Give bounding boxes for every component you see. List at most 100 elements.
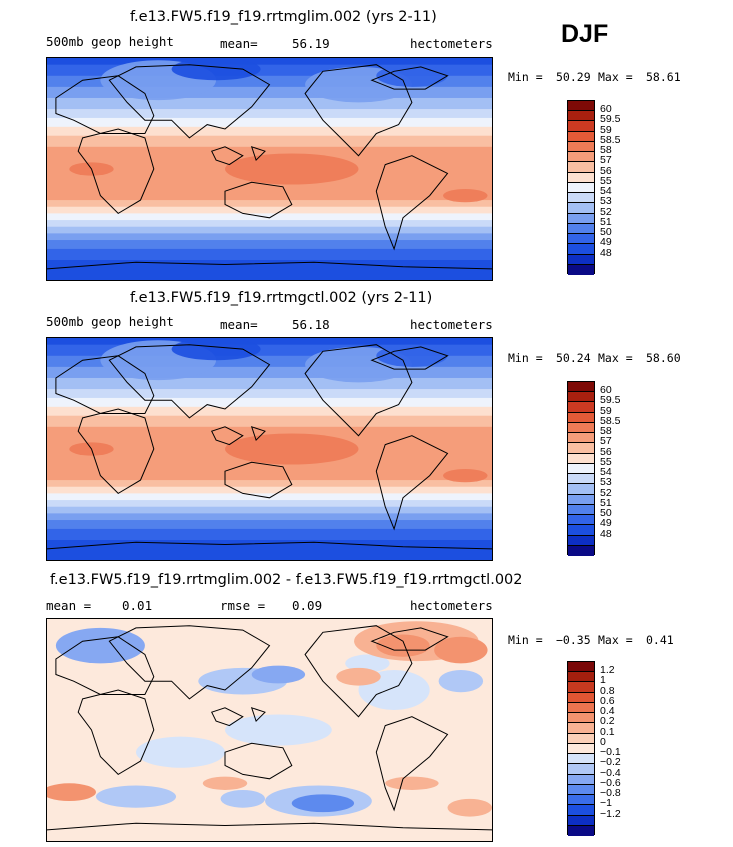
- colorbar-tick-label: −0.1: [600, 746, 621, 759]
- colorbar-tick-label: −1: [600, 797, 612, 810]
- panel3-max-label: Max =: [598, 633, 633, 647]
- colorbar-swatch: [568, 131, 594, 142]
- colorbar-swatch: [568, 182, 594, 194]
- colorbar-swatch: [568, 504, 594, 516]
- colorbar-swatch: [568, 402, 594, 413]
- panel1-title: f.e13.FW5.f19_f19.rrtmglim.002 (yrs 2-11…: [130, 9, 437, 25]
- colorbar-tick-label: 54: [600, 466, 612, 479]
- panel2-variable-label: 500mb geop height: [46, 314, 174, 329]
- colorbar-swatch: [568, 795, 594, 806]
- colorbar-tick-label: −0.6: [600, 776, 621, 789]
- colorbar-swatch: [568, 733, 594, 744]
- panel2-min-label: Min =: [508, 351, 543, 365]
- panel2-mean-value: 56.18: [292, 317, 330, 332]
- colorbar-tick-label: −1.2: [600, 807, 621, 820]
- panel2-map-svg: [47, 338, 492, 560]
- colorbar-tick-label: 58.5: [600, 414, 621, 427]
- colorbar-swatch: [568, 453, 594, 464]
- colorbar-swatch: [568, 433, 594, 444]
- colorbar-tick-label: 0.8: [600, 684, 615, 697]
- colorbar-swatch: [568, 692, 594, 703]
- panel2-title: f.e13.FW5.f19_f19.rrtmgctl.002 (yrs 2-11…: [130, 290, 433, 306]
- colorbar-swatch: [568, 172, 594, 183]
- colorbar-swatch: [568, 713, 594, 724]
- colorbar-tick-label: 0.6: [600, 694, 615, 707]
- panel2-units: hectometers: [410, 317, 493, 332]
- colorbar-swatch: [568, 422, 594, 434]
- panel3-rmse-value: 0.09: [292, 598, 323, 613]
- colorbar-tick-label: 59: [600, 123, 612, 136]
- colorbar-swatch: [568, 223, 594, 235]
- panel2-max-label: Max =: [598, 351, 633, 365]
- colorbar-tick-label: 55: [600, 455, 612, 468]
- colorbar-tick-label: 58.5: [600, 133, 621, 146]
- panel1-map-svg: [47, 58, 492, 280]
- colorbar-tick-label: 0.4: [600, 705, 615, 718]
- colorbar-tick-label: 58: [600, 144, 612, 157]
- panel3-max-value: 0.41: [646, 633, 674, 647]
- colorbar-tick-label: −0.2: [600, 756, 621, 769]
- colorbar-tick-label: 58: [600, 425, 612, 438]
- colorbar-swatch: [568, 121, 594, 132]
- panel3-mean-label: mean =: [46, 598, 92, 613]
- panel3-colorbar: [567, 661, 595, 836]
- colorbar-swatch: [568, 484, 594, 495]
- colorbar-swatch: [568, 805, 594, 816]
- colorbar-tick-label: 1: [600, 674, 606, 687]
- colorbar-swatch: [568, 234, 594, 245]
- colorbar-swatch: [568, 494, 594, 505]
- colorbar-tick-label: 52: [600, 205, 612, 218]
- colorbar-swatch: [568, 535, 594, 546]
- panel1-mean-value: 56.19: [292, 36, 330, 51]
- panel1-min-label: Min =: [508, 70, 543, 84]
- colorbar-tick-label: 59.5: [600, 394, 621, 407]
- colorbar-tick-label: 0.2: [600, 715, 615, 728]
- colorbar-swatch: [568, 754, 594, 765]
- colorbar-swatch: [568, 474, 594, 485]
- colorbar-tick-label: 54: [600, 185, 612, 198]
- colorbar-swatch: [568, 545, 594, 556]
- colorbar-swatch: [568, 815, 594, 826]
- colorbar-swatch: [568, 152, 594, 163]
- colorbar-tick-label: 57: [600, 435, 612, 448]
- panel3-min-value: −0.35: [556, 633, 591, 647]
- panel2-mean-label: mean=: [220, 317, 258, 332]
- colorbar-swatch: [568, 141, 594, 153]
- colorbar-swatch: [568, 825, 594, 836]
- colorbar-tick-label: −0.4: [600, 766, 621, 779]
- panel1-colorbar: [567, 100, 595, 275]
- colorbar-swatch: [568, 111, 594, 122]
- colorbar-tick-label: 53: [600, 476, 612, 489]
- colorbar-tick-label: 48: [600, 527, 612, 540]
- panel1-min-value: 50.29: [556, 70, 591, 84]
- panel1-map: [46, 57, 493, 281]
- colorbar-tick-label: 53: [600, 195, 612, 208]
- colorbar-swatch: [568, 392, 594, 403]
- colorbar-tick-label: 51: [600, 496, 612, 509]
- colorbar-tick-label: 59.5: [600, 113, 621, 126]
- colorbar-swatch: [568, 463, 594, 475]
- colorbar-swatch: [568, 662, 594, 673]
- colorbar-swatch: [568, 101, 594, 112]
- colorbar-swatch: [568, 162, 594, 173]
- colorbar-tick-label: 55: [600, 174, 612, 187]
- panel2-colorbar: [567, 381, 595, 556]
- colorbar-swatch: [568, 264, 594, 275]
- colorbar-tick-label: 51: [600, 215, 612, 228]
- colorbar-tick-label: 52: [600, 486, 612, 499]
- colorbar-tick-label: 60: [600, 103, 612, 116]
- colorbar-swatch: [568, 743, 594, 755]
- colorbar-tick-label: 0.1: [600, 725, 615, 738]
- panel1-variable-label: 500mb geop height: [46, 34, 174, 49]
- colorbar-tick-label: −0.8: [600, 787, 621, 800]
- colorbar-tick-label: 48: [600, 246, 612, 259]
- colorbar-swatch: [568, 443, 594, 454]
- panel2-min-value: 50.24: [556, 351, 591, 365]
- season-label: DJF: [561, 20, 609, 48]
- panel1-mean-label: mean=: [220, 36, 258, 51]
- panel3-rmse-label: rmse =: [220, 598, 266, 613]
- panel1-max-value: 58.61: [646, 70, 681, 84]
- colorbar-swatch: [568, 254, 594, 265]
- panel3-min-label: Min =: [508, 633, 543, 647]
- colorbar-swatch: [568, 723, 594, 734]
